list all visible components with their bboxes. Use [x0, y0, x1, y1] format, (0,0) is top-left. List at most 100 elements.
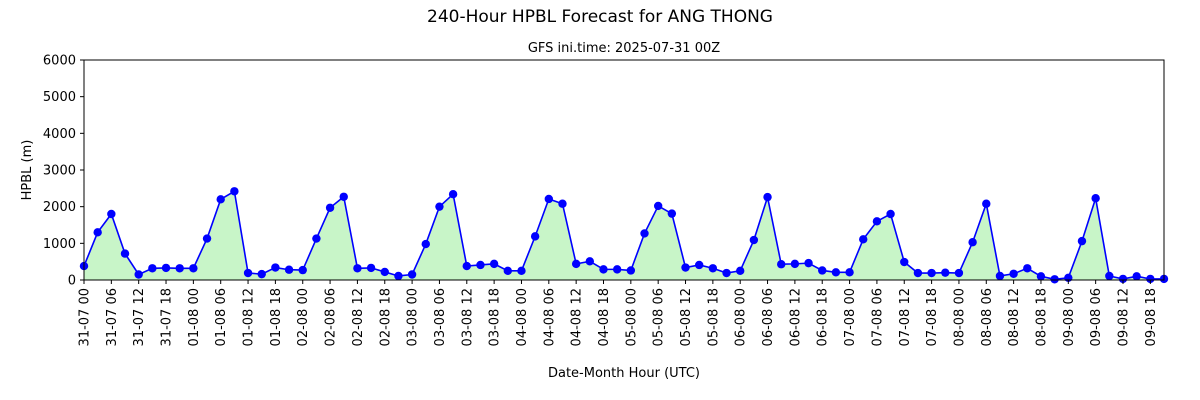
- data-point: [1009, 269, 1018, 278]
- data-point: [489, 259, 499, 269]
- data-point: [1105, 271, 1114, 281]
- area-fill: [84, 191, 1164, 280]
- data-point: [585, 257, 595, 266]
- data-point: [435, 202, 444, 211]
- data-point: [120, 249, 130, 258]
- x-tick-label: 06-08 12: [788, 288, 803, 346]
- x-tick-label: 06-08 00: [734, 288, 749, 346]
- data-point: [1050, 275, 1059, 284]
- x-tick-label: 31-07 12: [132, 288, 147, 346]
- chart-subtitle: GFS ini.time: 2025-07-31 00Z: [528, 41, 720, 56]
- data-point: [1118, 274, 1128, 284]
- data-point: [941, 268, 950, 277]
- data-point: [818, 266, 827, 275]
- x-tick-label: 03-08 06: [433, 288, 448, 346]
- data-point: [271, 263, 280, 272]
- data-point: [626, 266, 636, 275]
- x-tick-label: 02-08 06: [324, 288, 339, 346]
- x-tick-label: 04-08 18: [597, 288, 612, 346]
- data-point: [1077, 236, 1087, 246]
- data-point: [202, 234, 212, 243]
- data-point: [503, 266, 512, 276]
- data-point: [107, 209, 116, 219]
- x-tick-label: 01-08 12: [242, 288, 257, 346]
- y-axis-label: HPBL (m): [20, 140, 35, 201]
- x-tick-label: 31-07 06: [105, 288, 120, 346]
- x-tick-label: 03-08 18: [488, 288, 503, 346]
- data-point: [558, 199, 567, 208]
- data-point: [530, 232, 540, 241]
- x-tick-label: 07-08 00: [843, 288, 858, 346]
- data-point: [790, 259, 800, 269]
- x-tick-label: 08-08 06: [980, 288, 995, 346]
- y-tick-label: 0: [68, 274, 76, 289]
- data-point: [708, 264, 718, 273]
- x-axis-label: Date-Month Hour (UTC): [548, 366, 700, 381]
- x-tick-label: 08-08 12: [1007, 288, 1022, 346]
- x-tick-label: 01-08 00: [187, 288, 202, 346]
- data-point: [763, 192, 772, 202]
- data-point: [1091, 194, 1100, 203]
- data-point: [325, 203, 335, 212]
- x-tick-label: 09-08 00: [1062, 288, 1077, 346]
- data-point: [845, 268, 854, 277]
- y-tick-label: 1000: [43, 237, 76, 252]
- x-tick-label: 04-08 06: [542, 288, 557, 346]
- data-point: [161, 263, 171, 273]
- data-point: [804, 258, 813, 268]
- data-point: [230, 187, 239, 196]
- x-tick-label: 04-08 00: [515, 288, 530, 346]
- x-tick-label: 09-08 12: [1116, 288, 1131, 346]
- x-tick-label: 05-08 06: [652, 288, 667, 346]
- data-point: [394, 271, 403, 281]
- data-point: [216, 195, 225, 204]
- data-point: [640, 229, 649, 238]
- data-point: [93, 228, 102, 237]
- data-point: [148, 264, 157, 273]
- data-point: [681, 263, 690, 272]
- data-point: [667, 209, 677, 218]
- data-point: [544, 194, 554, 204]
- data-point: [749, 235, 759, 245]
- data-point: [1132, 272, 1141, 281]
- x-tick-label: 31-07 18: [160, 288, 175, 346]
- data-point: [421, 239, 430, 249]
- data-point: [284, 265, 294, 274]
- data-point: [982, 199, 991, 208]
- data-point: [476, 260, 485, 270]
- data-point: [353, 264, 362, 273]
- data-point: [872, 217, 882, 226]
- data-point: [995, 271, 1005, 281]
- x-tick-label: 08-08 00: [952, 288, 967, 346]
- x-tick-label: 02-08 00: [296, 288, 311, 346]
- x-tick-label: 02-08 12: [351, 288, 366, 346]
- y-tick-label: 6000: [43, 54, 76, 69]
- x-tick-label: 07-08 18: [925, 288, 940, 346]
- x-tick-label: 02-08 18: [378, 288, 393, 346]
- x-tick-label: 01-08 18: [269, 288, 284, 346]
- data-point: [175, 264, 184, 273]
- x-tick-label: 07-08 12: [898, 288, 913, 346]
- chart-title: 240-Hour HPBL Forecast for ANG THONG: [427, 7, 773, 27]
- data-point: [462, 261, 471, 271]
- data-point: [599, 265, 608, 274]
- data-point: [968, 238, 977, 247]
- x-tick-label: 06-08 06: [761, 288, 776, 346]
- data-point: [722, 268, 731, 278]
- data-point: [694, 260, 704, 270]
- y-tick-label: 2000: [43, 200, 76, 215]
- data-point: [312, 234, 321, 243]
- data-point: [1023, 264, 1032, 273]
- data-point: [407, 270, 417, 279]
- data-point: [777, 260, 786, 269]
- x-tick-label: 31-07 00: [78, 288, 93, 346]
- plot-frame: [83, 59, 1165, 281]
- y-tick-label: 4000: [43, 127, 76, 142]
- x-tick-label: 03-08 00: [406, 288, 421, 346]
- plot-area: 0 1000 2000 3000 4000 5000 6000 31-07 00 31-07 0…: [43, 54, 1169, 346]
- data-point: [612, 265, 622, 274]
- data-point: [380, 267, 389, 277]
- x-tick-label: 07-08 06: [870, 288, 885, 346]
